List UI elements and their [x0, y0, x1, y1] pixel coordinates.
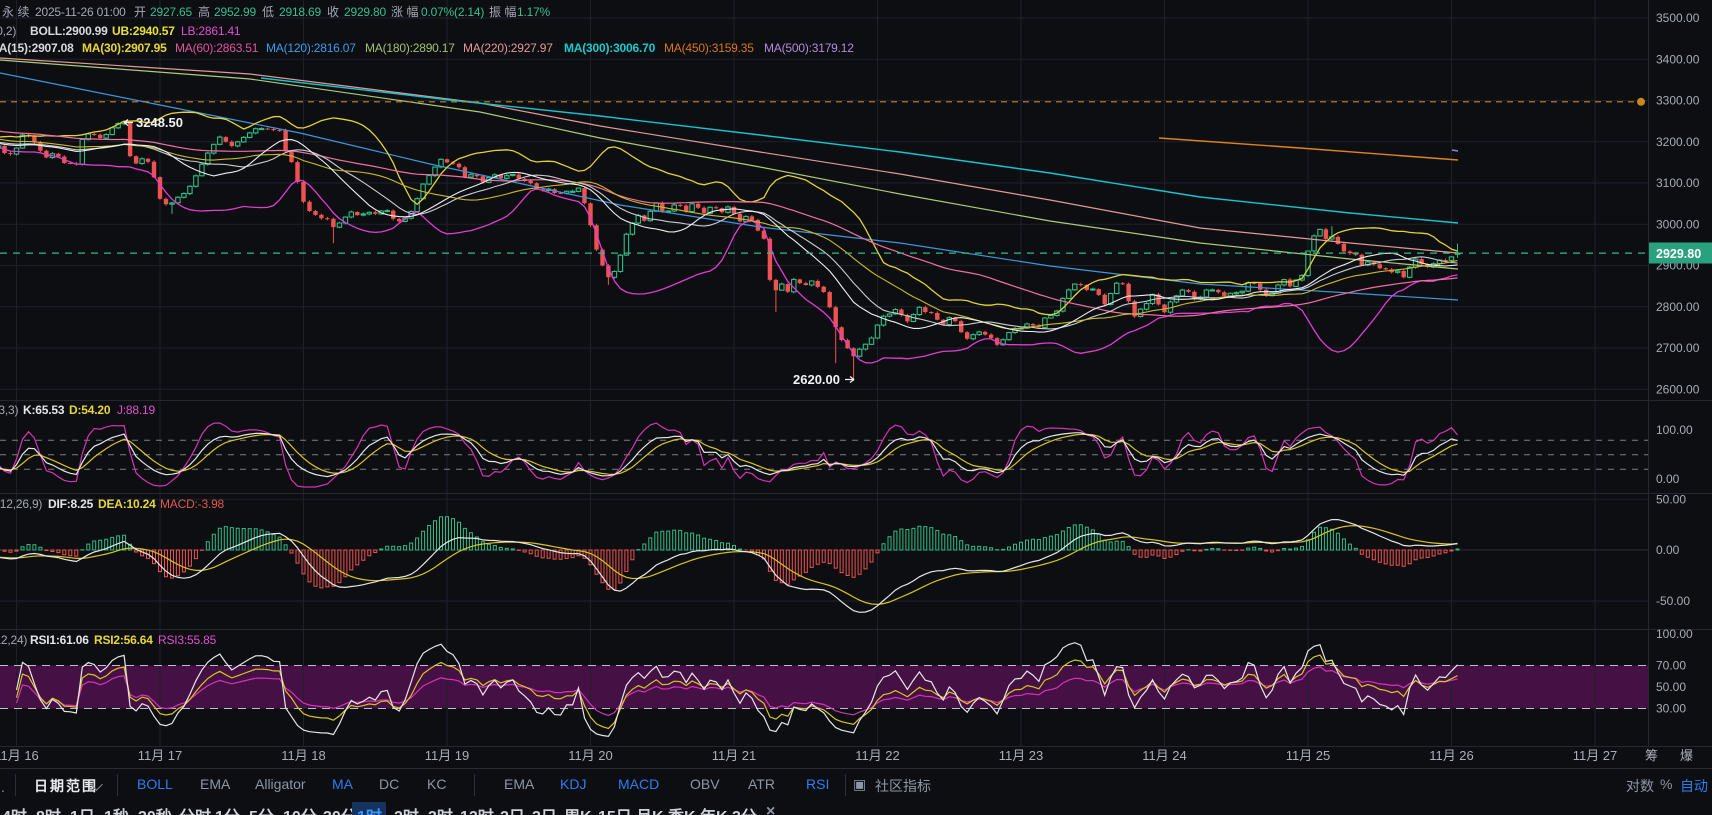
svg-text:30.00: 30.00: [1656, 702, 1686, 716]
svg-text:2700.00: 2700.00: [1656, 341, 1700, 355]
svg-text:2600.00: 2600.00: [1656, 382, 1700, 396]
svg-text:50.00: 50.00: [1656, 492, 1686, 506]
svg-text:3248.50: 3248.50: [136, 115, 183, 130]
svg-text:11月 21: 11月 21: [712, 748, 757, 763]
svg-text:3300.00: 3300.00: [1656, 94, 1700, 108]
svg-text:3100.00: 3100.00: [1656, 176, 1700, 190]
svg-text:3400.00: 3400.00: [1656, 52, 1700, 66]
svg-text:3000.00: 3000.00: [1656, 217, 1700, 231]
svg-text:3500.00: 3500.00: [1656, 11, 1700, 25]
svg-text:100.00: 100.00: [1656, 423, 1693, 437]
svg-text:-50.00: -50.00: [1656, 594, 1690, 608]
svg-text:11月 26: 11月 26: [1429, 748, 1474, 763]
svg-text:11月 23: 11月 23: [999, 748, 1044, 763]
svg-text:2929.80: 2929.80: [1656, 247, 1701, 261]
svg-text:0.00: 0.00: [1656, 472, 1680, 486]
svg-text:11月 27: 11月 27: [1573, 748, 1618, 763]
svg-text:2800.00: 2800.00: [1656, 300, 1700, 314]
svg-text:50.00: 50.00: [1656, 680, 1686, 694]
svg-text:11月 22: 11月 22: [855, 748, 900, 763]
svg-text:(9,3,3)K:65.53D:54.20J:88.19: (9,3,3)K:65.53D:54.20J:88.19: [0, 403, 155, 417]
svg-text:11月 20: 11月 20: [568, 748, 613, 763]
svg-text:0.00: 0.00: [1656, 543, 1680, 557]
svg-text:3200.00: 3200.00: [1656, 135, 1700, 149]
svg-text:11月 25: 11月 25: [1286, 748, 1331, 763]
svg-text:100.00: 100.00: [1656, 627, 1693, 641]
svg-text:11月 16: 11月 16: [0, 748, 39, 763]
svg-text:11月 18: 11月 18: [281, 748, 326, 763]
svg-text:2620.00: 2620.00: [793, 372, 840, 387]
svg-text:70.00: 70.00: [1656, 659, 1686, 673]
svg-text:爆: 爆: [1680, 748, 1693, 763]
svg-text:筹: 筹: [1645, 748, 1658, 763]
svg-text:11月 17: 11月 17: [138, 748, 183, 763]
svg-text:11月 24: 11月 24: [1142, 748, 1187, 763]
svg-text:11月 19: 11月 19: [425, 748, 470, 763]
